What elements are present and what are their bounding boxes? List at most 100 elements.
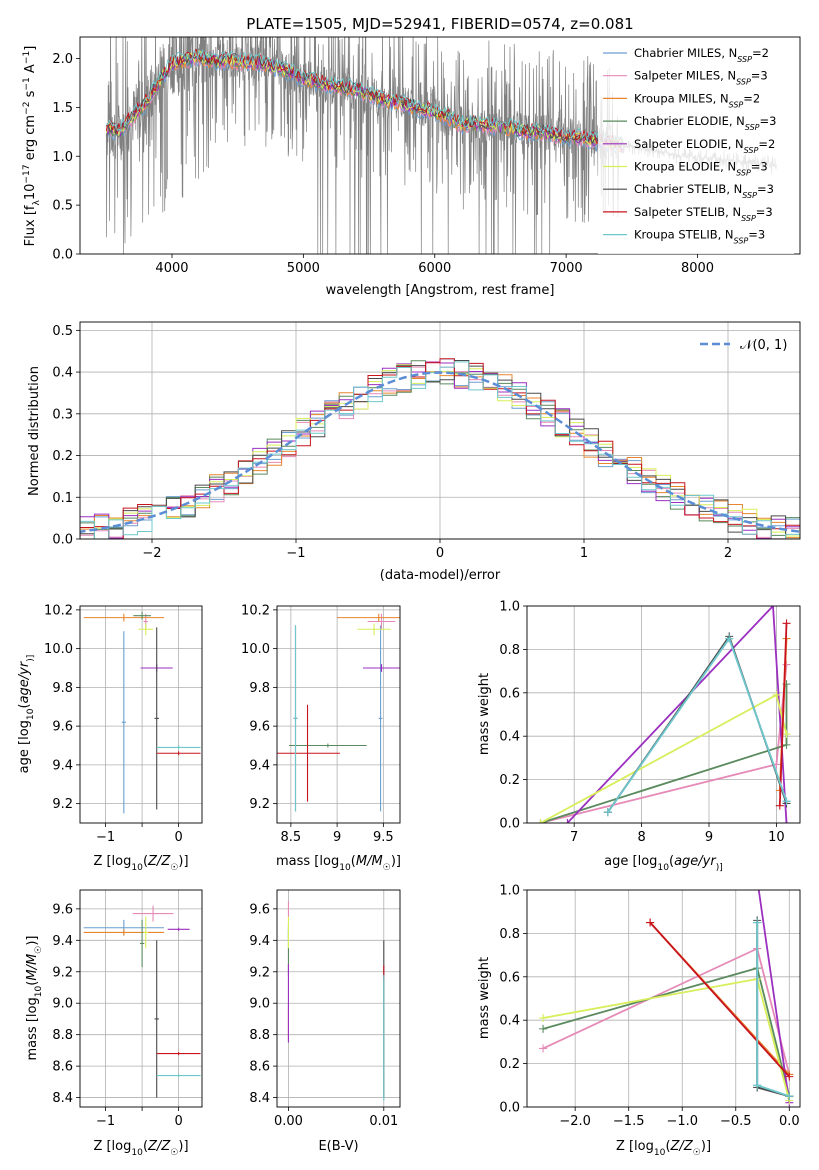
label-part: ( [143, 854, 148, 869]
label-part: 10 [34, 986, 44, 998]
label-part: ☉ [693, 1148, 701, 1158]
weight-series-7 [778, 623, 788, 806]
label-part: −2 [22, 102, 32, 115]
x-tick-label: −1 [96, 1114, 115, 1129]
y-axis-label: Flux [fλ10−17 erg cm−2 s−1 A−1] [22, 46, 42, 247]
label-part: Z [log [93, 854, 131, 869]
y-tick-label: 0.4 [52, 366, 73, 381]
weight-marker-8 [782, 797, 791, 806]
residual-hist-7 [80, 358, 800, 539]
y-tick-label: 1.0 [52, 150, 73, 165]
label-part: age/yr [674, 854, 717, 869]
y-tick-label: 9.6 [249, 902, 270, 917]
x-tick-label: −1.5 [613, 1114, 645, 1129]
legend-sub: SSP [744, 145, 759, 154]
label-part: 10 [339, 863, 351, 873]
legend-sub: SSP [729, 100, 744, 109]
x-tick-label: 1 [580, 546, 588, 561]
x-tick-label: −2.0 [559, 1114, 591, 1129]
plot-area [83, 611, 201, 814]
x-axis-label: wavelength [Angstrom, rest frame] [326, 283, 555, 298]
legend-tail: =2 [743, 91, 760, 105]
x-tick-label: 5000 [287, 261, 320, 276]
weight-marker-5 [539, 1014, 548, 1023]
y-tick-label: 9.6 [52, 902, 73, 917]
y-tick-label: 1.5 [52, 101, 73, 116]
x-tick-label: 7000 [550, 261, 583, 276]
normal-curve [80, 371, 800, 533]
weight-marker-5 [782, 730, 791, 739]
label-part: Z/Z [147, 1139, 171, 1154]
label-part: ☉ [34, 946, 44, 954]
plot-area [80, 358, 800, 539]
label-part: 10 [131, 1148, 143, 1158]
x-tick-label: −0.5 [720, 1114, 752, 1129]
weight-marker-7 [646, 918, 655, 927]
y-tick-label: 8.8 [249, 1028, 270, 1043]
plot-area [105, 37, 777, 254]
label-part: )] [25, 936, 40, 946]
x-tick-label: 7 [570, 830, 578, 845]
y-tick-label: 0.4 [499, 1014, 520, 1029]
y-tick-label: 8.8 [52, 1028, 73, 1043]
y-axis-label: mass weight [477, 957, 492, 1039]
label-part: ( [351, 854, 356, 869]
label-part: )] [178, 854, 188, 869]
weight-marker-4 [782, 819, 791, 823]
legend-sub: SSP [741, 213, 756, 222]
x-tick-label: −1 [286, 546, 305, 561]
label-part: ( [665, 1139, 670, 1154]
y-tick-label: 8.6 [52, 1060, 73, 1075]
weight-series-5 [540, 693, 788, 823]
y-tick-label: 0.0 [52, 533, 73, 548]
legend-tail: =3 [748, 228, 765, 242]
weight-marker-8 [753, 918, 762, 927]
legend-entry-6: Chabrier STELIB, NSSP=3 [634, 182, 774, 200]
y-tick-label: 0.3 [52, 407, 73, 422]
y-tick-label: 0.2 [499, 1057, 520, 1072]
label-part: s [23, 90, 38, 101]
legend-sub: SSP [736, 77, 751, 86]
model-spectrum-8 [106, 49, 624, 147]
label-part: A [23, 64, 38, 77]
legend-entry-7: Salpeter STELIB, NSSP=3 [634, 205, 773, 223]
x-tick-label: 9.5 [373, 830, 394, 845]
label-part: mass [log [276, 854, 339, 869]
axes-frame [526, 605, 801, 824]
label-part: mass [log [25, 997, 40, 1060]
y-tick-label: 0.5 [52, 199, 73, 214]
label-part: ( [669, 854, 674, 869]
legend-sub: SSP [742, 191, 757, 200]
axes-frame [79, 605, 203, 824]
y-tick-label: 0.0 [499, 817, 520, 832]
legend-normal-label: 𝒩(0, 1) [740, 338, 787, 353]
plot-area [277, 613, 400, 812]
label-part: ( [143, 1139, 148, 1154]
y-tick-label: 0.6 [499, 970, 520, 985]
x-tick-label: 0.0 [779, 1114, 800, 1129]
y-tick-label: 1.0 [499, 884, 520, 899]
weight-marker-5 [772, 690, 781, 699]
legend-entry-0: Chabrier MILES, NSSP=2 [634, 46, 769, 64]
axes-frame [79, 36, 801, 255]
weight-marker-8 [785, 1092, 794, 1101]
weight-marker-8 [603, 808, 612, 817]
label-part: age [log [17, 720, 32, 773]
label-part: )] [716, 863, 723, 873]
label-part: 10 [657, 863, 669, 873]
y-tick-label: 0.6 [499, 686, 520, 701]
label-part: M/M [356, 854, 383, 869]
x-tick-label: 8 [637, 830, 645, 845]
x-tick-label: 2 [724, 546, 732, 561]
y-tick-label: 9.2 [249, 797, 270, 812]
weight-marker-1 [782, 660, 791, 669]
y-axis-label: Normed distribution [27, 366, 42, 496]
y-tick-label: 0.0 [52, 248, 73, 263]
weight-series-4 [757, 890, 791, 1103]
label-part: ☉ [170, 1148, 178, 1158]
legend-tail: =3 [756, 205, 773, 219]
weight-series-1 [540, 664, 788, 823]
label-part: Z [log [93, 1139, 131, 1154]
y-tick-label: 0.1 [52, 491, 73, 506]
